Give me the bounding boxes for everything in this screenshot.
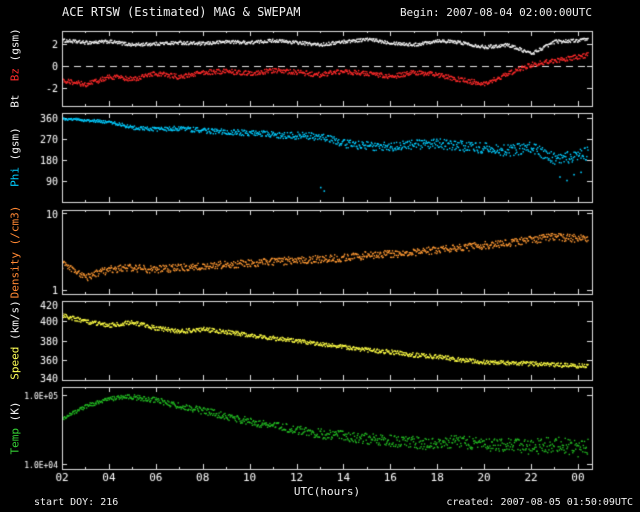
start-doy-label: start DOY: 216 bbox=[34, 497, 119, 508]
begin-timestamp: Begin: 2007-08-04 02:00:00UTC bbox=[399, 6, 592, 19]
speed-unit-label: (km/s) bbox=[8, 300, 22, 347]
temp-axis-label: Temp bbox=[8, 428, 22, 455]
y-axis-label-density: Density (/cm3) bbox=[9, 206, 22, 299]
y-axis-label-temp: Temp (K) bbox=[9, 402, 22, 455]
y-axis-label-mag: Bt Bz (gsm) bbox=[9, 28, 22, 108]
speed-axis-label: Speed bbox=[8, 346, 22, 380]
temp-unit-label: (K) bbox=[8, 401, 22, 428]
phi-axis-label: Phi bbox=[8, 166, 22, 187]
bz-axis-label: Bz bbox=[8, 68, 22, 82]
phi-unit-label: (gsm) bbox=[8, 127, 22, 167]
y-axis-label-phi: Phi (gsm) bbox=[9, 127, 22, 187]
created-timestamp: created: 2007-08-05 01:50:09UTC bbox=[446, 497, 633, 508]
chart-title: ACE RTSW (Estimated) MAG & SWEPAM bbox=[62, 5, 301, 19]
bt-axis-label: Bt bbox=[8, 81, 22, 108]
gsm-unit-label: (gsm) bbox=[8, 28, 22, 68]
x-axis-label: UTC(hours) bbox=[293, 485, 361, 498]
density-unit-label: (/cm3) bbox=[8, 205, 22, 252]
y-axis-label-speed: Speed (km/s) bbox=[9, 300, 22, 379]
density-axis-label: Density bbox=[8, 252, 22, 299]
